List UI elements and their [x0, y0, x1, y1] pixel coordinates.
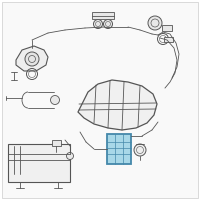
Bar: [107, 134, 131, 164]
Polygon shape: [16, 46, 48, 71]
Circle shape: [104, 20, 112, 28]
Bar: [164, 37, 173, 42]
Circle shape: [50, 96, 60, 104]
Circle shape: [94, 20, 102, 28]
Circle shape: [66, 152, 74, 160]
Circle shape: [134, 144, 146, 156]
Bar: [92, 12, 114, 19]
Circle shape: [25, 52, 39, 66]
Circle shape: [148, 16, 162, 30]
Bar: [52, 140, 61, 146]
Bar: [8, 144, 70, 182]
Bar: [162, 25, 172, 31]
Polygon shape: [78, 80, 157, 130]
